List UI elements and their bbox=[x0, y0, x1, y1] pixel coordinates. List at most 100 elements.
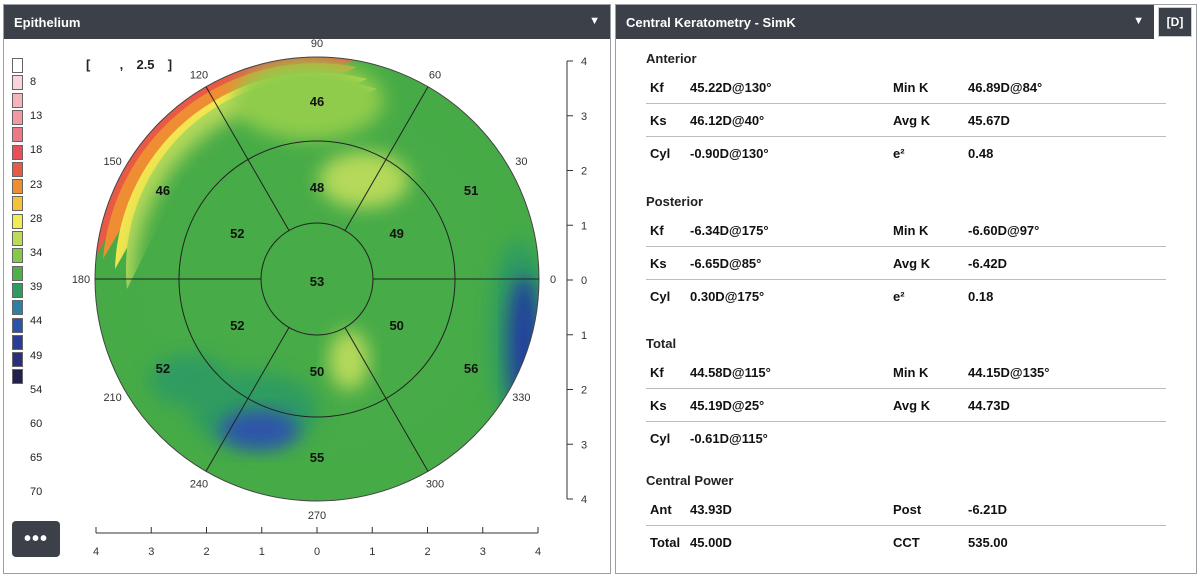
legend-swatch bbox=[12, 369, 23, 385]
section-heading-total: Total bbox=[646, 336, 677, 351]
row-value: 45.22D@130° bbox=[690, 80, 772, 95]
chevron-down-icon[interactable]: ▼ bbox=[589, 15, 600, 27]
row-value: 0.48 bbox=[968, 146, 994, 161]
legend-swatch bbox=[12, 282, 23, 298]
row-value: -6.60D@97° bbox=[968, 223, 1040, 238]
row-key: Min K bbox=[893, 223, 929, 238]
zone-value: 46 bbox=[310, 94, 324, 109]
row-value: 46.89D@84° bbox=[968, 80, 1043, 95]
map-pale-inferior bbox=[329, 330, 369, 390]
map-center-green bbox=[135, 97, 499, 461]
vertical-scale-label: 2 bbox=[581, 166, 587, 178]
horizontal-scale-label: 0 bbox=[314, 546, 320, 558]
angle-label: 210 bbox=[103, 392, 121, 404]
range-open: [ bbox=[86, 57, 91, 72]
zone-value: 50 bbox=[310, 364, 324, 379]
legend-swatch bbox=[12, 161, 23, 177]
legend-swatch bbox=[12, 109, 23, 125]
range-close: ] bbox=[167, 57, 173, 72]
legend-swatch bbox=[12, 300, 23, 316]
row-value: 46.12D@40° bbox=[690, 113, 765, 128]
legend-label: 28 bbox=[30, 212, 43, 225]
keratometry-title: Central Keratometry - SimK bbox=[626, 14, 796, 30]
map-pale-superior bbox=[319, 152, 409, 208]
row-key: Ant bbox=[650, 502, 672, 517]
legend-swatch bbox=[12, 75, 23, 91]
angle-label: 60 bbox=[429, 70, 441, 82]
vertical-scale-label: 4 bbox=[581, 56, 587, 68]
range-indicator: [ , 2.5 ] bbox=[86, 57, 172, 72]
keratometry-row: Ks 46.12D@40° Avg K 45.67D bbox=[646, 104, 1166, 137]
vertical-scale-label: 3 bbox=[581, 111, 587, 123]
row-key: Kf bbox=[650, 223, 664, 238]
sector-line bbox=[205, 327, 290, 472]
row-key: e² bbox=[893, 289, 905, 304]
vertical-scale-label: 1 bbox=[581, 220, 587, 232]
keratometry-row: Total 45.00D CCT 535.00 bbox=[646, 526, 1166, 559]
row-key: CCT bbox=[893, 535, 920, 550]
zone-value: 52 bbox=[230, 226, 244, 241]
row-value: 43.93D bbox=[690, 502, 732, 517]
row-key: Post bbox=[893, 502, 922, 517]
row-key: Min K bbox=[893, 365, 929, 380]
row-key: Total bbox=[650, 535, 681, 550]
more-options-button[interactable]: ••• bbox=[12, 521, 60, 557]
row-value: 45.19D@25° bbox=[690, 398, 765, 413]
vertical-scale-label: 0 bbox=[581, 275, 587, 287]
section-heading-central-power: Central Power bbox=[646, 473, 734, 488]
chevron-down-icon[interactable]: ▼ bbox=[1133, 15, 1144, 27]
keratometry-row: Kf -6.34D@175° Min K -6.60D@97° bbox=[646, 214, 1166, 247]
zone-value: 49 bbox=[389, 226, 403, 241]
row-key: Cyl bbox=[650, 146, 671, 161]
angle-label: 180 bbox=[72, 274, 90, 286]
zone-value: 52 bbox=[230, 318, 244, 333]
legend-swatch bbox=[12, 231, 23, 246]
angle-label: 240 bbox=[190, 478, 208, 490]
row-value: 0.30D@175° bbox=[690, 289, 765, 304]
keratometry-row: Ant 43.93D Post -6.21D bbox=[646, 493, 1166, 526]
keratometry-titlebar: Central Keratometry - SimK ▼ bbox=[616, 5, 1154, 39]
epithelium-thickness-map: 9060300330300270240210180150120465156555… bbox=[72, 38, 587, 558]
row-value: -0.90D@130° bbox=[690, 146, 769, 161]
angle-label: 120 bbox=[190, 70, 208, 82]
section-heading-anterior: Anterior bbox=[646, 51, 697, 66]
legend-label: 23 bbox=[30, 178, 43, 191]
row-key: Ks bbox=[650, 113, 667, 128]
zone-value: 56 bbox=[464, 361, 478, 376]
legend-label: 18 bbox=[30, 144, 43, 157]
row-key: Kf bbox=[650, 365, 664, 380]
legend-label: 54 bbox=[30, 383, 43, 396]
legend-label: 49 bbox=[30, 349, 43, 362]
keratometry-row: Cyl -0.61D@115° bbox=[646, 422, 1166, 455]
range-value: 2.5 bbox=[136, 57, 155, 72]
map-blue-inferior bbox=[219, 410, 299, 450]
zone-value: 46 bbox=[156, 183, 170, 198]
legend-swatch bbox=[12, 179, 23, 195]
legend-swatch bbox=[12, 58, 23, 73]
angle-label: 0 bbox=[550, 274, 556, 286]
legend-swatch bbox=[12, 265, 23, 281]
row-value: -6.42D bbox=[968, 256, 1008, 271]
zone-value: 52 bbox=[156, 361, 170, 376]
horizontal-scale-label: 1 bbox=[259, 546, 265, 558]
legend-swatch bbox=[12, 334, 23, 350]
unit-toggle-button[interactable]: [D] bbox=[1158, 7, 1192, 37]
legend-swatch bbox=[12, 144, 23, 160]
row-value: 44.15D@135° bbox=[968, 365, 1050, 380]
legend-swatch bbox=[12, 127, 23, 143]
angle-label: 90 bbox=[311, 38, 323, 50]
keratometry-row: Cyl -0.90D@130° e² 0.48 bbox=[646, 137, 1166, 170]
row-key: Cyl bbox=[650, 431, 671, 446]
row-value: -6.65D@85° bbox=[690, 256, 762, 271]
row-key: Kf bbox=[650, 80, 664, 95]
epithelium-titlebar: Epithelium ▼ bbox=[4, 5, 610, 39]
keratometry-row: Ks -6.65D@85° Avg K -6.42D bbox=[646, 247, 1166, 280]
legend-swatch bbox=[12, 352, 23, 368]
vertical-scale-label: 2 bbox=[581, 385, 587, 397]
horizontal-scale-label: 2 bbox=[424, 546, 430, 558]
keratometry-row: Cyl 0.30D@175° e² 0.18 bbox=[646, 280, 1166, 313]
horizontal-scale-label: 2 bbox=[203, 546, 209, 558]
zone-value: 51 bbox=[464, 183, 478, 198]
horizontal-scale-label: 4 bbox=[535, 546, 541, 558]
legend-swatch bbox=[12, 317, 23, 333]
